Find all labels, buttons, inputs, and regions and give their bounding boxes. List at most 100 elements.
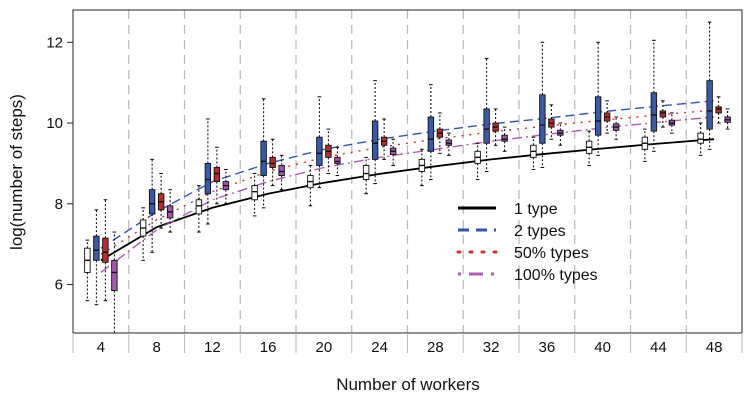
box-body [650, 92, 658, 132]
box-100-types [334, 146, 341, 177]
x-tick-label: 36 [539, 339, 556, 356]
box-1-type [530, 136, 537, 170]
box-1-type [251, 173, 258, 217]
box-100-types [111, 231, 118, 334]
box-100-types [668, 112, 676, 134]
box-50-types [102, 199, 109, 302]
box-100-types [724, 108, 731, 130]
box-1-type [585, 130, 593, 166]
box-body [213, 167, 221, 183]
box-body [697, 132, 704, 144]
box-2-types [650, 39, 658, 152]
box-100-types [612, 116, 620, 140]
box-body [111, 259, 118, 292]
box-body [539, 94, 546, 144]
box-50-types [659, 100, 667, 128]
group-separators [128, 10, 687, 333]
box-2-types [706, 21, 713, 150]
box-body [427, 116, 435, 152]
x-tick-label: 48 [706, 339, 723, 356]
box-body [269, 156, 276, 168]
box-body [334, 156, 341, 164]
x-tick-label: 8 [152, 339, 160, 356]
box-body [278, 164, 285, 176]
box-body [501, 134, 508, 142]
x-tick-label: 20 [316, 339, 333, 356]
box-50-types [157, 173, 165, 229]
box-1-type [418, 148, 426, 187]
box-groups [84, 21, 731, 334]
y-tick-label: 8 [55, 196, 63, 213]
box-body [483, 108, 490, 144]
y-tick-label: 10 [46, 115, 63, 132]
box-100-types [501, 126, 508, 152]
box-body [594, 96, 602, 136]
box-body [204, 162, 212, 195]
box-50-types [492, 108, 499, 146]
box-2-types [427, 84, 435, 181]
box-body [316, 136, 323, 166]
y-tick-label: 6 [55, 277, 63, 294]
box-body [260, 140, 267, 176]
fit-line-1-type [100, 138, 715, 262]
box-2-types [371, 80, 379, 185]
box-body [102, 237, 109, 263]
box-100-types [557, 122, 564, 146]
box-body [715, 106, 722, 114]
box-body [93, 235, 100, 261]
box-50-types [436, 112, 444, 154]
box-2-types [594, 41, 602, 156]
box-1-type [84, 239, 91, 302]
x-tick-label: 44 [650, 339, 667, 356]
fitted-lines [100, 100, 715, 273]
box-2-types [316, 96, 323, 189]
fit-line-100-types [100, 116, 715, 273]
box-body [371, 120, 379, 160]
x-tick-label: 32 [483, 339, 500, 356]
box-1-type [474, 142, 481, 181]
y-tick-label: 12 [46, 34, 63, 51]
box-body [251, 185, 258, 201]
x-tick-label: 4 [97, 339, 105, 356]
box-1-type [697, 122, 704, 156]
box-2-types [93, 209, 100, 306]
box-1-type [139, 207, 147, 261]
box-50-types [325, 128, 332, 175]
legend-label: 2 types [514, 223, 566, 240]
legend-label: 1 type [514, 201, 558, 218]
legend-label: 100% types [514, 267, 598, 284]
x-tick-label: 40 [594, 339, 611, 356]
x-tick-label: 28 [427, 339, 444, 356]
box-body [659, 110, 667, 118]
box-50-types [269, 138, 276, 187]
legend-label: 50% types [514, 245, 589, 262]
box-50-types [380, 118, 388, 160]
legend: 1 type 2 types 50% types 100% types [456, 201, 598, 284]
box-2-types [539, 41, 546, 168]
box-1-type [641, 128, 649, 162]
box-100-types [389, 138, 397, 166]
box-100-types [445, 132, 453, 156]
box-1-type [195, 185, 203, 233]
box-2-types [148, 158, 156, 253]
box-body [148, 189, 156, 215]
box-50-types [603, 100, 611, 134]
x-tick-label: 12 [204, 339, 221, 356]
box-2-types [204, 118, 212, 225]
box-100-types [222, 168, 230, 205]
fit-line-2-types [100, 100, 715, 249]
box-2-types [483, 57, 490, 172]
box-1-type [362, 156, 370, 195]
box-2-types [260, 98, 267, 209]
box-50-types [548, 104, 555, 140]
box-50-types [213, 146, 221, 205]
box-body [706, 80, 713, 130]
box-1-type [307, 164, 314, 207]
fit-line-50-types [100, 109, 715, 255]
x-tick-label: 16 [260, 339, 277, 356]
box-100-types [166, 189, 174, 233]
box-50-types [715, 96, 722, 124]
x-tick-label: 24 [371, 339, 388, 356]
box-body [195, 199, 203, 215]
